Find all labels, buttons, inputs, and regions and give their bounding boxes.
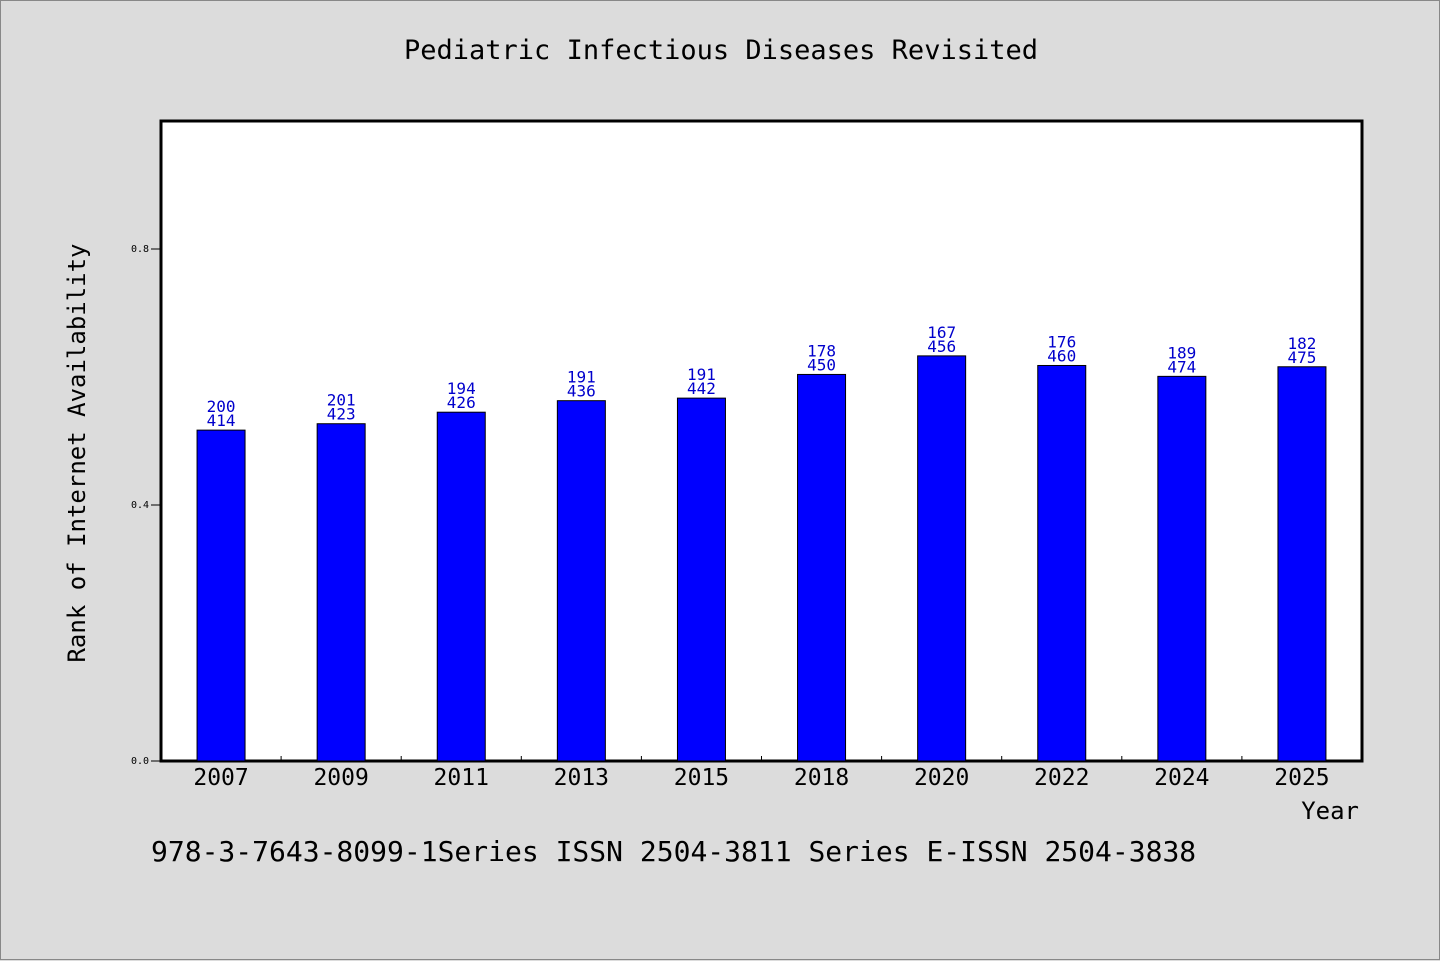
bar bbox=[1277, 366, 1327, 762]
bar bbox=[1157, 375, 1207, 762]
bar-label-top: 191 bbox=[687, 365, 716, 384]
bar-label-top: 189 bbox=[1167, 343, 1196, 362]
y-tick-label: 0.4 bbox=[131, 500, 149, 511]
bar bbox=[436, 411, 486, 762]
bar-labels-layer: 2004142014231944261914361914421784501674… bbox=[207, 323, 1317, 430]
bar-label-top: 201 bbox=[327, 391, 356, 410]
x-axis-label: Year bbox=[1301, 797, 1359, 825]
bar-label-top: 176 bbox=[1047, 332, 1076, 351]
y-axis: 0.0 0.4 0.8 bbox=[131, 244, 161, 767]
x-tick-label: 2013 bbox=[554, 765, 609, 791]
y-tick-label: 0.8 bbox=[131, 244, 149, 255]
y-axis-label: Rank of Internet Availability bbox=[63, 243, 91, 662]
bar bbox=[917, 355, 967, 762]
bar bbox=[797, 373, 847, 762]
bar-label-top: 194 bbox=[447, 379, 476, 398]
y-tick-label: 0.0 bbox=[131, 756, 149, 767]
bar-label-bottom: 474 bbox=[1167, 357, 1196, 376]
bar bbox=[676, 397, 726, 762]
footer-isbn-issn: 978-3-7643-8099-1Series ISSN 2504-3811 S… bbox=[151, 835, 1197, 868]
bar-label-top: 167 bbox=[927, 323, 956, 342]
bar-label-bottom: 442 bbox=[687, 379, 716, 398]
x-tick-label: 2015 bbox=[674, 765, 729, 791]
bar-label-top: 178 bbox=[807, 341, 836, 360]
bar bbox=[196, 429, 246, 762]
x-tick-label: 2024 bbox=[1154, 765, 1209, 791]
bar-label-top: 182 bbox=[1287, 334, 1316, 353]
x-tick-label: 2022 bbox=[1034, 765, 1089, 791]
x-tick-label: 2020 bbox=[914, 765, 969, 791]
bar-label-bottom: 426 bbox=[447, 393, 476, 412]
x-tick-label: 2018 bbox=[794, 765, 849, 791]
bar-label-bottom: 436 bbox=[567, 382, 596, 401]
x-tick-label: 2009 bbox=[313, 765, 368, 791]
bar-label-top: 191 bbox=[567, 368, 596, 387]
bar-label-bottom: 475 bbox=[1287, 348, 1316, 367]
bar bbox=[316, 423, 366, 762]
x-axis: 2007 2009 2011 2013 2015 2018 2020 2022 2024 2025 bbox=[193, 756, 1330, 791]
bars-layer bbox=[196, 355, 1327, 762]
x-tick-label: 2007 bbox=[193, 765, 248, 791]
bar-label-bottom: 456 bbox=[927, 337, 956, 356]
x-tick-label: 2011 bbox=[434, 765, 489, 791]
bar bbox=[556, 400, 606, 762]
bar-label-bottom: 460 bbox=[1047, 346, 1076, 365]
x-tick-label: 2025 bbox=[1274, 765, 1329, 791]
chart-title: Pediatric Infectious Diseases Revisited bbox=[404, 35, 1038, 66]
bar-label-bottom: 414 bbox=[207, 411, 236, 430]
bar-label-top: 200 bbox=[207, 397, 236, 416]
bar bbox=[1037, 364, 1087, 762]
bar-label-bottom: 450 bbox=[807, 355, 836, 374]
bar-label-bottom: 423 bbox=[327, 405, 356, 424]
